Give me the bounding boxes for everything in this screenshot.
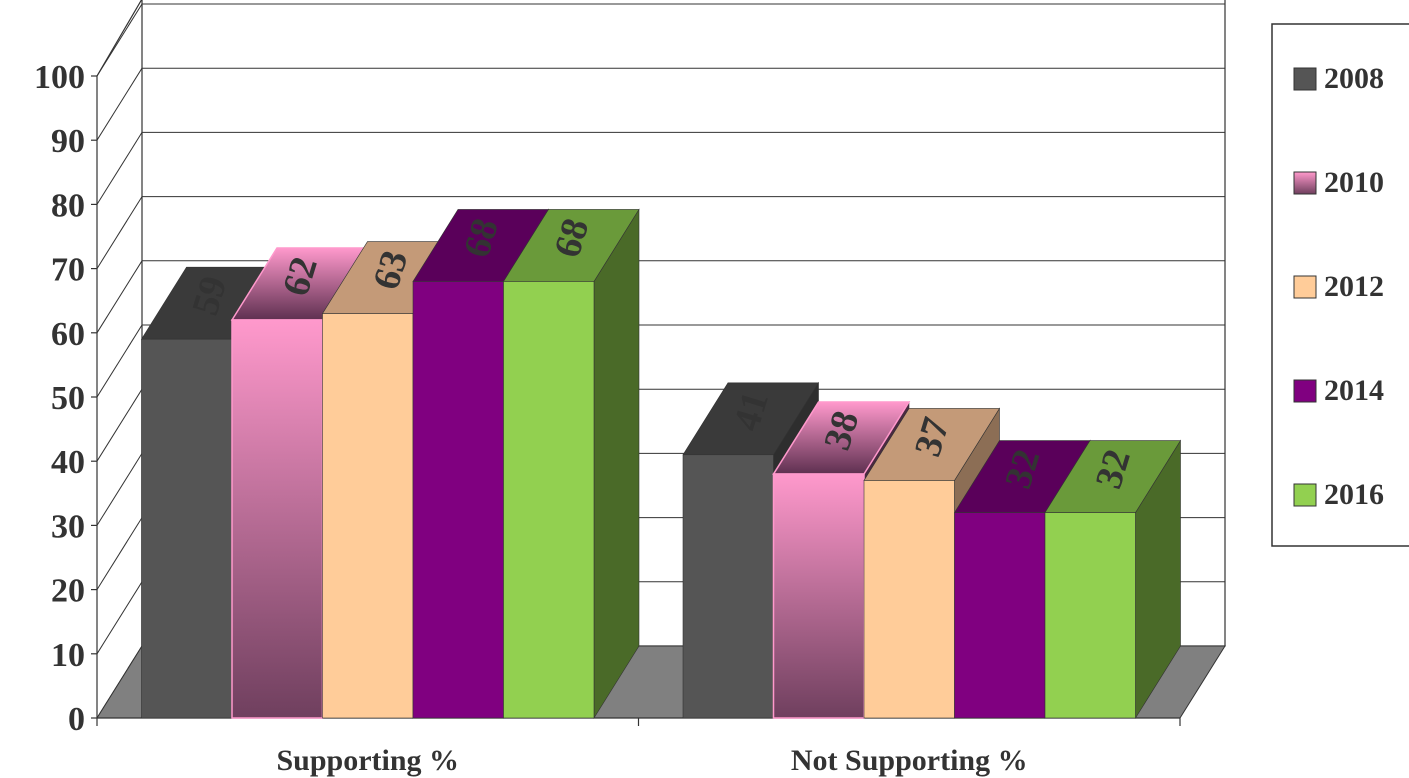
y-tick-label: 70	[51, 252, 85, 289]
bar-front	[682, 454, 774, 719]
bar-front	[412, 281, 504, 719]
legend-label: 2012	[1324, 270, 1384, 303]
bar-front	[954, 512, 1046, 719]
y-tick-label: 100	[34, 59, 85, 96]
gridline-side	[96, 132, 143, 205]
legend-label: 2008	[1324, 62, 1384, 95]
y-tick-label: 40	[51, 444, 85, 481]
y-tick-label: 0	[68, 701, 85, 738]
y-tick-label: 60	[51, 316, 85, 353]
y-tick-label: 90	[51, 123, 85, 160]
axes: 0 10 20 30 40 50 60 70 80 90 100 Supporting % Not Su…	[34, 59, 1181, 777]
y-tick-label: 30	[51, 508, 85, 545]
legend-label: 2016	[1324, 478, 1384, 511]
bars	[140, 208, 1182, 720]
gridline-side	[96, 581, 143, 655]
y-tick-label: 50	[51, 380, 85, 417]
legend-swatch	[1293, 275, 1317, 299]
legend: 2008 2010 2012 2014 2016	[1271, 23, 1409, 547]
bar-front	[772, 473, 865, 719]
legend-label: 2014	[1324, 374, 1384, 407]
bar-front	[503, 281, 595, 719]
gridline-side	[96, 324, 143, 398]
y-tick-label: 10	[51, 637, 85, 674]
gridline-side	[96, 196, 143, 269]
gridline-side	[96, 388, 143, 462]
bar-front	[231, 319, 324, 719]
legend-label: 2010	[1324, 166, 1384, 199]
gridline-side	[96, 453, 143, 526]
bar	[502, 208, 640, 720]
legend-swatch	[1293, 379, 1317, 403]
x-category-label: Supporting %	[276, 744, 459, 777]
gridline-side	[96, 3, 143, 77]
bar-side	[593, 208, 640, 720]
legend-swatch	[1293, 171, 1317, 195]
gridline-side	[96, 517, 143, 590]
bar-front	[863, 480, 955, 719]
gridline-side	[96, 260, 143, 334]
bar-front	[141, 338, 233, 719]
y-tick-label: 80	[51, 187, 85, 224]
bar	[1044, 439, 1182, 720]
x-category-label: Not Supporting %	[791, 744, 1028, 777]
y-tick-label: 20	[51, 573, 85, 610]
gridline-side	[96, 67, 143, 141]
legend-swatch	[1293, 67, 1317, 91]
bar-front	[322, 313, 414, 719]
legend-swatch	[1293, 483, 1317, 507]
bar-front	[1044, 512, 1136, 719]
